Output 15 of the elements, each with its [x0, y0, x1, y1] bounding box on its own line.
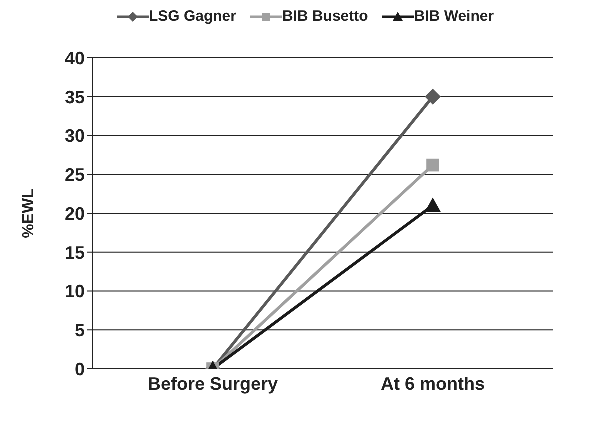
- y-tick-label: 5: [74, 320, 85, 341]
- y-tick-label: 40: [64, 48, 85, 68]
- legend-label: LSG Gagner: [148, 8, 236, 25]
- y-axis-title: %EWL: [20, 188, 38, 238]
- y-tick-label: 25: [64, 165, 85, 186]
- y-tick-label: 30: [64, 126, 85, 146]
- y-tick-label: 10: [64, 282, 85, 302]
- x-tick-label: At 6 months: [380, 374, 486, 394]
- legend-label: BIB Busetto: [282, 8, 368, 25]
- y-tick-label: 0: [74, 359, 85, 380]
- legend-label: BIB Weiner: [414, 8, 494, 25]
- y-tick-label: 15: [64, 242, 85, 263]
- y-tick-label: 35: [64, 87, 85, 108]
- x-tick-label: Before Surgery: [148, 374, 278, 394]
- y-tick-label: 20: [64, 204, 85, 224]
